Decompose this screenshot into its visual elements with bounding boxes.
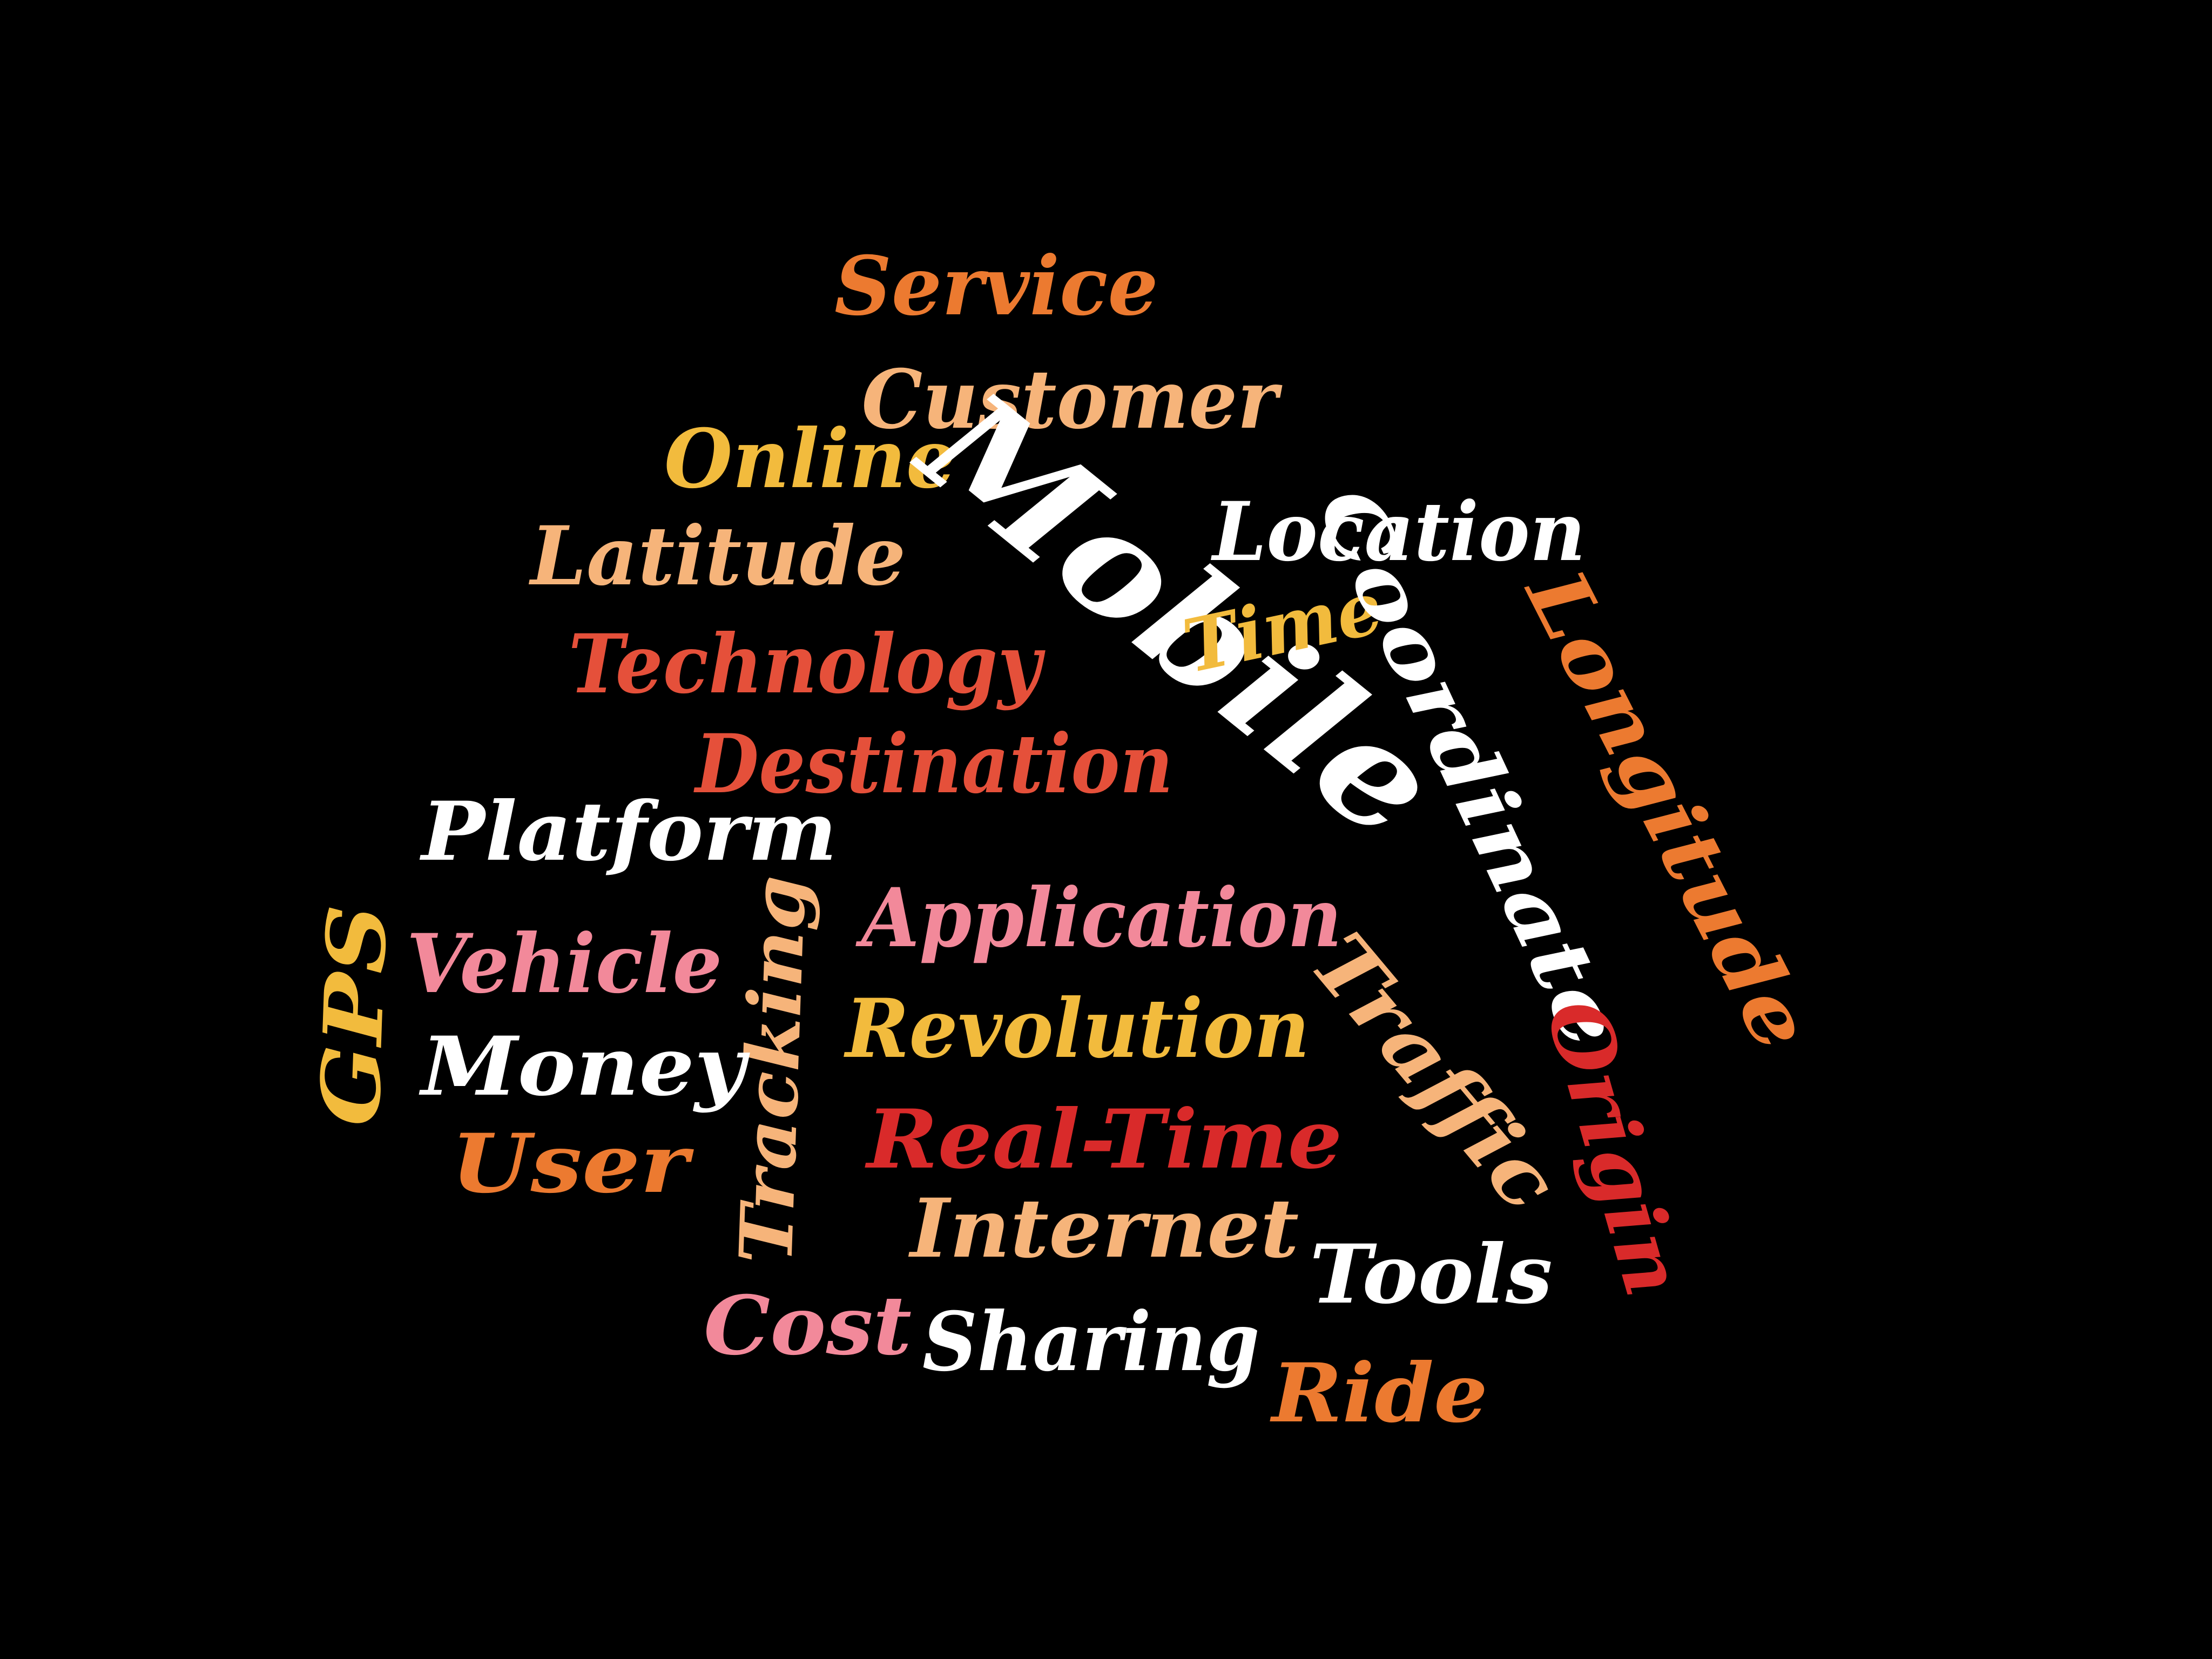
word-user: User <box>451 1116 689 1211</box>
word-internet: Internet <box>910 1181 1299 1276</box>
word-latitude: Latitude <box>530 509 906 604</box>
word-gps: GPS <box>302 902 406 1128</box>
word-application: Application <box>861 871 1342 966</box>
word-location: Location <box>1212 484 1586 579</box>
word-service: Service <box>834 239 1158 334</box>
word-technology: Technology <box>568 617 1041 712</box>
word-customer: Customer <box>861 352 1278 447</box>
word-money: Money <box>421 1019 745 1114</box>
word-destination: Destination <box>695 717 1174 812</box>
word-real-time: Real-Time <box>867 1092 1343 1187</box>
word-online: Online <box>664 412 956 507</box>
word-platform: Platform <box>421 784 837 879</box>
word-ride: Ride <box>1272 1346 1488 1441</box>
word-sharing: Sharing <box>922 1294 1260 1390</box>
word-cost: Cost <box>703 1278 912 1373</box>
word-vehicle: Vehicle <box>406 916 723 1011</box>
word-tools: Tools <box>1310 1227 1553 1322</box>
word-revolution: Revolution <box>845 981 1310 1076</box>
